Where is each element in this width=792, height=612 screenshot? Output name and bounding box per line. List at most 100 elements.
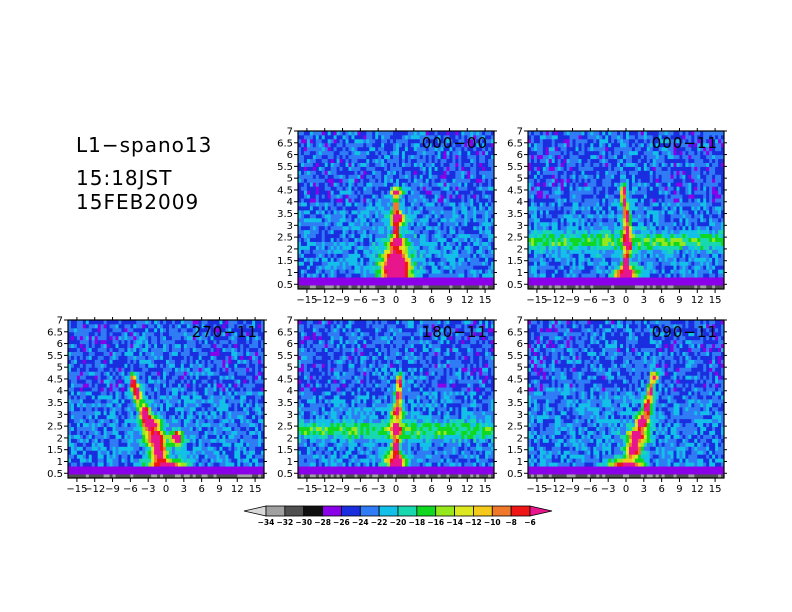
heatmap-cell (578, 253, 582, 258)
heatmap-cell (384, 194, 388, 199)
heatmap-cell (542, 142, 547, 148)
heatmap-cell (563, 194, 568, 199)
heatmap-cell (661, 134, 666, 140)
heatmap-cell (599, 229, 603, 235)
heatmap-cell (664, 269, 668, 274)
heatmap-cell (431, 261, 436, 266)
heatmap-cell (449, 174, 453, 179)
heatmap-cell (470, 198, 474, 203)
heatmap-cell (533, 237, 538, 242)
heatmap-cell (431, 221, 436, 227)
heatmap-cell (664, 237, 668, 242)
heatmap-cell (298, 138, 302, 144)
heatmap-cell (458, 146, 462, 152)
heatmap-cell (664, 138, 668, 144)
heatmap-cell (315, 273, 320, 278)
heatmap-cell (548, 158, 553, 163)
heatmap-cell (413, 142, 418, 148)
heatmap-cell (455, 178, 459, 183)
heatmap-cell (306, 134, 311, 140)
heatmap-cell (652, 249, 657, 254)
heatmap-cell (670, 229, 674, 235)
heatmap-cell (298, 190, 302, 195)
heatmap-cell (560, 206, 565, 211)
heatmap-cell (354, 265, 358, 270)
heatmap-cell (354, 217, 358, 223)
heatmap-cell (557, 237, 562, 242)
heatmap-cell (300, 221, 305, 227)
heatmap-cell (482, 158, 486, 163)
heatmap-cell (646, 269, 651, 274)
heatmap-cell (300, 142, 305, 148)
heatmap-cell (384, 186, 388, 191)
heatmap-cell (449, 162, 453, 167)
heatmap-cell (363, 225, 367, 231)
heatmap-cell (539, 233, 544, 239)
heatmap-cell (640, 261, 645, 266)
heatmap-cell (658, 281, 663, 286)
heatmap-cell (443, 273, 447, 278)
heatmap-cell (590, 281, 594, 286)
heatmap-cell (623, 237, 627, 242)
heatmap-cell (569, 233, 573, 239)
heatmap-cell (658, 237, 663, 242)
heatmap-cell (461, 142, 465, 148)
heatmap-cell (461, 229, 465, 235)
heatmap-cell (557, 146, 562, 152)
heatmap-cell (605, 285, 609, 290)
heatmap-cell (682, 166, 686, 171)
heatmap-cell (342, 253, 346, 258)
heatmap-cell (298, 257, 302, 262)
heatmap-cell (602, 166, 606, 171)
heatmap-cell (664, 194, 668, 199)
heatmap-cell (312, 210, 317, 215)
heatmap-cell (366, 182, 370, 187)
heatmap-cell (309, 206, 314, 211)
heatmap-cell (387, 182, 391, 187)
heatmap-cell (620, 162, 624, 167)
heatmap-cell (491, 277, 495, 282)
heatmap-cell (628, 154, 633, 160)
heatmap-cell (691, 281, 695, 286)
heatmap-cell (575, 142, 579, 148)
heatmap-cell (413, 186, 418, 191)
heatmap-cell (440, 221, 444, 227)
heatmap-cell (634, 142, 639, 148)
heatmap-cell (473, 265, 477, 270)
heatmap-cell (461, 241, 465, 246)
heatmap-cell (626, 237, 630, 242)
heatmap-cell (446, 269, 450, 274)
heatmap-cell (658, 285, 663, 290)
heatmap-cell (419, 134, 424, 140)
heatmap-cell (470, 182, 474, 187)
heatmap-cell (419, 245, 424, 250)
heatmap-cell (682, 158, 686, 163)
heatmap-cell (372, 190, 376, 195)
panel-title: 000−00 (422, 134, 488, 152)
heatmap-cell (455, 273, 459, 278)
heatmap-panel: 000−00−15−12 −9 −6 −3 0 3 6 9 12 150.511.522.533.… (277, 127, 497, 306)
heatmap-cell (339, 174, 343, 179)
heatmap-cell (631, 146, 636, 152)
heatmap-cell (363, 257, 367, 262)
heatmap-cell (676, 146, 680, 152)
heatmap-cell (602, 245, 606, 250)
heatmap-cell (419, 213, 424, 219)
heatmap-cell (357, 134, 361, 140)
heatmap-cell (476, 190, 480, 195)
heatmap-cell (369, 210, 373, 215)
heatmap-cell (303, 285, 308, 290)
heatmap-cell (351, 257, 355, 262)
heatmap-cell (479, 158, 483, 163)
heatmap-cell (691, 194, 695, 199)
heatmap-cell (407, 217, 412, 223)
heatmap-cell (640, 146, 645, 152)
heatmap-cell (476, 158, 480, 163)
heatmap-cell (482, 210, 486, 215)
heatmap-cell (458, 277, 462, 282)
heatmap-cell (539, 253, 544, 258)
heatmap-cell (339, 190, 343, 195)
heatmap-cell (416, 194, 421, 199)
heatmap-cell (634, 170, 639, 175)
heatmap-cell (685, 213, 689, 219)
